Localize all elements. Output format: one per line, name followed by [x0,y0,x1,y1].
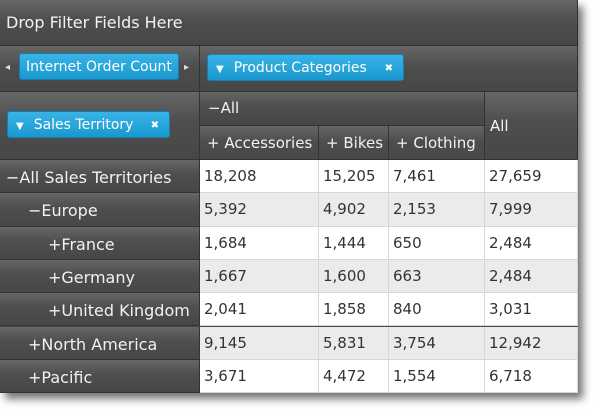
filter-placeholder: Drop Filter Fields Here [6,13,183,32]
row-header-label: United Kingdom [61,301,190,321]
data-cell: 2,041 [200,293,319,327]
data-cell: 5,831 [319,326,389,360]
pivot-grid: Drop Filter Fields Here ◂ Internet Order… [0,0,578,394]
row-header[interactable]: −Europe [0,193,200,227]
data-cell: 3,754 [389,326,485,360]
prev-measure-icon[interactable]: ◂ [5,62,11,73]
filter-icon[interactable]: ▼ [16,121,24,132]
column-header-clothing[interactable]: + Clothing [389,126,485,160]
data-cell: 18,208 [200,160,319,194]
column-header-label: Clothing [413,134,476,152]
next-measure-icon[interactable]: ▸ [184,62,190,73]
data-cell: 1,667 [200,259,319,294]
data-cell: 1,444 [319,226,389,260]
column-header-accessories[interactable]: + Accessories [200,126,319,160]
data-cell: 6,718 [485,359,578,394]
data-cell: 1,554 [389,359,485,394]
data-cell: 2,484 [485,226,578,260]
grand-total-label: All [490,117,509,135]
row-header[interactable]: +United Kingdom [0,293,200,327]
data-cell: 2,484 [485,259,578,294]
expand-icon[interactable]: + [207,134,220,152]
data-cell: 15,205 [319,160,389,194]
data-cell: 9,145 [200,326,319,360]
collapse-icon[interactable]: − [6,168,20,187]
column-header-bikes[interactable]: + Bikes [319,126,389,160]
row-header-label: France [61,234,115,254]
row-header-label: All Sales Territories [19,168,172,187]
row-header[interactable]: +Germany [0,259,200,294]
row-chip-label: Sales Territory [33,117,134,133]
row-header[interactable]: +Pacific [0,359,200,394]
column-chip-product-categories[interactable]: ▼ Product Categories ✖ [207,54,404,81]
row-header-label: Germany [61,267,135,287]
measure-area: ◂ Internet Order Count ▸ [0,46,200,92]
data-cell: 12,942 [485,326,578,360]
row-header[interactable]: −All Sales Territories [0,160,200,194]
data-cell: 1,858 [319,293,389,327]
filter-drop-area[interactable]: Drop Filter Fields Here [0,0,578,46]
column-header-label: Accessories [224,134,313,152]
expand-icon[interactable]: + [396,134,409,152]
expand-icon[interactable]: + [28,367,42,387]
row-header[interactable]: +North America [0,326,200,360]
data-cell: 650 [389,226,485,260]
expand-icon[interactable]: + [48,301,62,321]
collapse-icon[interactable]: − [28,201,42,221]
measure-chip-internet-order-count[interactable]: Internet Order Count [19,53,179,80]
collapse-icon[interactable]: − [208,99,221,117]
data-cell: 2,153 [389,193,485,227]
column-header-label: Bikes [343,134,384,152]
column-header-label: All [220,99,240,117]
expand-icon[interactable]: + [48,234,62,254]
measure-chip-label: Internet Order Count [26,59,172,75]
data-cell: 7,461 [389,160,485,194]
row-header[interactable]: +France [0,226,200,260]
data-cell: 4,472 [319,359,389,394]
data-cell: 5,392 [200,193,319,227]
data-cell: 3,671 [200,359,319,394]
column-header-all[interactable]: −All [200,92,485,126]
expand-icon[interactable]: + [48,267,62,287]
data-cell: 3,031 [485,293,578,327]
row-chip-sales-territory[interactable]: ▼ Sales Territory ✖ [7,111,170,138]
data-cell: 1,600 [319,259,389,294]
data-cell: 663 [389,259,485,294]
row-field-area: ▼ Sales Territory ✖ [0,92,200,160]
expand-icon[interactable]: + [28,334,42,354]
row-header-label: Pacific [41,367,93,387]
row-header-label: North America [41,334,158,354]
remove-icon[interactable]: ✖ [150,120,159,131]
row-header-label: Europe [41,201,98,221]
expand-icon[interactable]: + [326,134,339,152]
data-cell: 840 [389,293,485,327]
data-cell: 1,684 [200,226,319,260]
column-field-area: ▼ Product Categories ✖ [200,46,578,92]
data-cell: 27,659 [485,160,578,194]
data-cell: 7,999 [485,193,578,227]
data-cell: 4,902 [319,193,389,227]
filter-icon[interactable]: ▼ [216,64,224,75]
column-header-grand-total: All [485,92,578,160]
remove-icon[interactable]: ✖ [384,63,393,74]
column-chip-label: Product Categories [233,60,367,76]
